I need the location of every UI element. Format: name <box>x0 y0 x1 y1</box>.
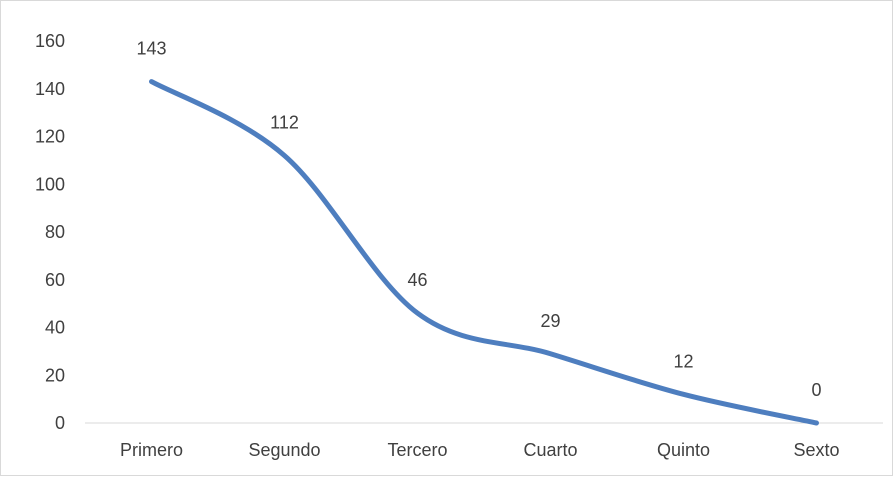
y-tick-label: 60 <box>45 270 65 290</box>
data-label: 46 <box>407 270 427 290</box>
data-label: 143 <box>136 39 166 59</box>
x-axis-ticks: Primero Segundo Tercero Cuarto Quinto Sexto <box>120 440 840 460</box>
y-tick-label: 40 <box>45 318 65 338</box>
x-tick-label: Quinto <box>657 440 710 460</box>
x-tick-label: Primero <box>120 440 183 460</box>
x-tick-label: Segundo <box>248 440 320 460</box>
y-axis-ticks: 0 20 40 60 80 100 120 140 160 <box>35 31 65 433</box>
x-tick-label: Sexto <box>793 440 839 460</box>
y-tick-label: 20 <box>45 365 65 385</box>
x-tick-label: Tercero <box>387 440 447 460</box>
data-label: 29 <box>540 311 560 331</box>
x-tick-label: Cuarto <box>523 440 577 460</box>
y-tick-label: 160 <box>35 31 65 51</box>
y-tick-label: 120 <box>35 127 65 147</box>
y-tick-label: 140 <box>35 79 65 99</box>
y-tick-label: 80 <box>45 222 65 242</box>
data-labels: 143 112 46 29 12 0 <box>136 39 821 400</box>
data-label: 12 <box>673 351 693 371</box>
y-tick-label: 0 <box>55 413 65 433</box>
data-label: 112 <box>270 113 299 133</box>
y-tick-label: 100 <box>35 174 65 194</box>
series-line <box>149 79 819 426</box>
data-label: 0 <box>811 380 821 400</box>
